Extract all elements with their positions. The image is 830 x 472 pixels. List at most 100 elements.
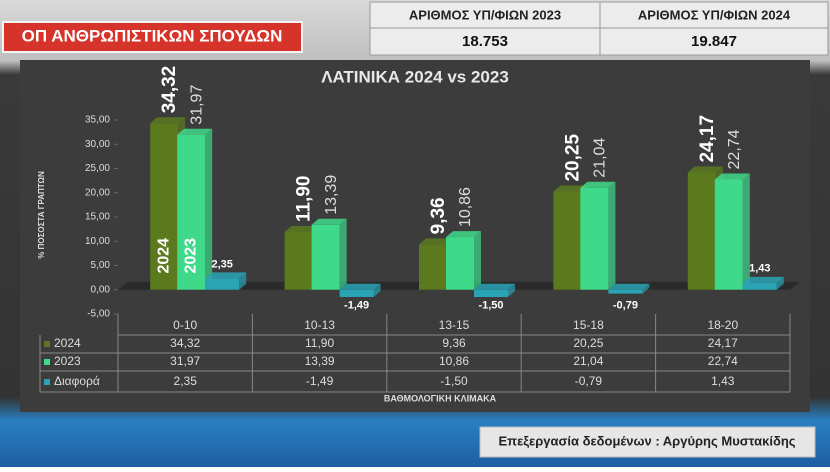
footer-box (479, 426, 816, 458)
bar (608, 289, 643, 294)
bar-top (580, 181, 616, 188)
table-cell: 1,43 (711, 374, 735, 388)
bar-top (205, 272, 247, 279)
bar-side (508, 283, 515, 298)
bar-side (339, 218, 347, 290)
bar (205, 278, 240, 290)
table-cell: 20,25 (573, 336, 603, 350)
y-tick-label: -5,00 (87, 309, 110, 320)
table-cell: 13,39 (305, 354, 335, 368)
x-tick-label: 0-10 (173, 318, 197, 332)
table-cell: 11,90 (305, 336, 334, 350)
stats-value: 18.753 (462, 33, 508, 50)
bar (339, 289, 374, 297)
chart: -5,00 0,00 5,00 10,00 15,00 20,00 25,00 30,00 35… (39, 66, 800, 393)
table-cell: 21,04 (573, 354, 603, 368)
bar-series-label: 2023 (182, 238, 199, 274)
bar-side (373, 283, 381, 297)
stats-value: 19.847 (691, 33, 737, 50)
stats-header: ΑΡΙΘΜΟΣ ΥΠ/ΦΙΩΝ 2023 (409, 7, 561, 22)
bar-top (284, 226, 320, 233)
bar-series-label: 2024 (155, 238, 172, 274)
table-cell: 22,74 (708, 354, 738, 368)
x-axis-label: ΒΑΘΜΟΛΟΓΙΚΗ ΚΛΙΜΑΚΑ (384, 393, 497, 403)
bar (284, 232, 313, 290)
table-cell: 9,36 (442, 336, 466, 350)
legend-marker (44, 359, 50, 365)
bar-side (239, 272, 247, 290)
bar-side (205, 128, 213, 290)
y-tick-label: 25,00 (85, 163, 110, 174)
value-label: 1,43 (749, 263, 770, 275)
y-tick-label: 35,00 (85, 115, 110, 126)
chart-title: ΛΑΤΙΝΙΚΑ 2024 vs 2023 (321, 67, 509, 86)
bar-top (419, 238, 454, 245)
value-label: -0,79 (613, 300, 638, 312)
value-label: 11,90 (294, 176, 315, 223)
bar (580, 187, 609, 290)
x-tick-label: 13-15 (439, 318, 470, 332)
value-label: 22,74 (726, 129, 743, 169)
bar (687, 172, 716, 290)
value-label: -1,49 (344, 300, 369, 312)
bar-top (150, 117, 186, 124)
y-tick-label: 15,00 (85, 212, 110, 223)
table-cell: -1,50 (440, 374, 468, 388)
footer-text: Επεξεργασία δεδομένων : Αργύρης Μυστακίδ… (498, 433, 795, 448)
stats-header: ΑΡΙΘΜΟΣ ΥΠ/ΦΙΩΝ 2024 (638, 7, 791, 22)
bar-top (177, 128, 213, 135)
header-box (2, 21, 303, 53)
bar-top (714, 173, 750, 180)
table-cell: -1,49 (306, 374, 334, 388)
legend-marker (44, 341, 50, 347)
legend-label: 2023 (54, 354, 81, 368)
bar (311, 224, 340, 290)
bar (714, 179, 743, 290)
y-tick-label: 20,00 (85, 187, 110, 198)
bar-side (608, 181, 616, 290)
bar-top (553, 185, 589, 192)
value-label: 34,32 (159, 66, 180, 114)
bar-top (608, 283, 650, 290)
y-tick-label: 5,00 (91, 260, 111, 271)
bar-top (687, 166, 723, 173)
bar-top (339, 283, 381, 290)
y-axis-label: % ΠΟΣΟΣΤΑ ΓΡΑΠΤΩΝ (37, 171, 46, 259)
legend-marker (44, 379, 50, 385)
table-cell: 31,97 (170, 354, 200, 368)
bar-side (742, 173, 750, 290)
bar (474, 289, 508, 298)
y-tick-label: 0,00 (91, 284, 111, 295)
value-label: 21,04 (592, 138, 609, 178)
table-cell: -0,79 (575, 374, 603, 388)
value-label: 10,86 (457, 187, 474, 227)
value-label: 20,25 (562, 134, 583, 182)
bar (446, 237, 474, 290)
bar-side (474, 231, 481, 290)
bar (553, 191, 582, 290)
y-tick-label: 10,00 (85, 236, 110, 247)
table-cell: 24,17 (708, 336, 738, 350)
value-label: 31,97 (188, 85, 205, 125)
legend-label: Διαφορά (54, 374, 100, 388)
bar-top (446, 231, 481, 238)
table-cell: 10,86 (439, 354, 469, 368)
y-tick-label: 30,00 (85, 139, 110, 150)
bar-top (311, 218, 347, 225)
bar (177, 134, 206, 290)
x-tick-label: 10-13 (304, 318, 335, 332)
table-cell: 2,35 (174, 374, 198, 388)
bar (150, 123, 179, 290)
x-tick-label: 15-18 (573, 318, 604, 332)
bar-top (474, 283, 515, 290)
legend-label: 2024 (54, 336, 81, 350)
bar-top (742, 276, 784, 283)
bar (742, 282, 777, 290)
value-label: 24,17 (697, 115, 718, 163)
x-tick-label: 18-20 (707, 318, 738, 332)
value-label: 13,39 (323, 175, 340, 215)
value-label: 2,35 (211, 258, 232, 270)
bar-side (776, 276, 784, 290)
